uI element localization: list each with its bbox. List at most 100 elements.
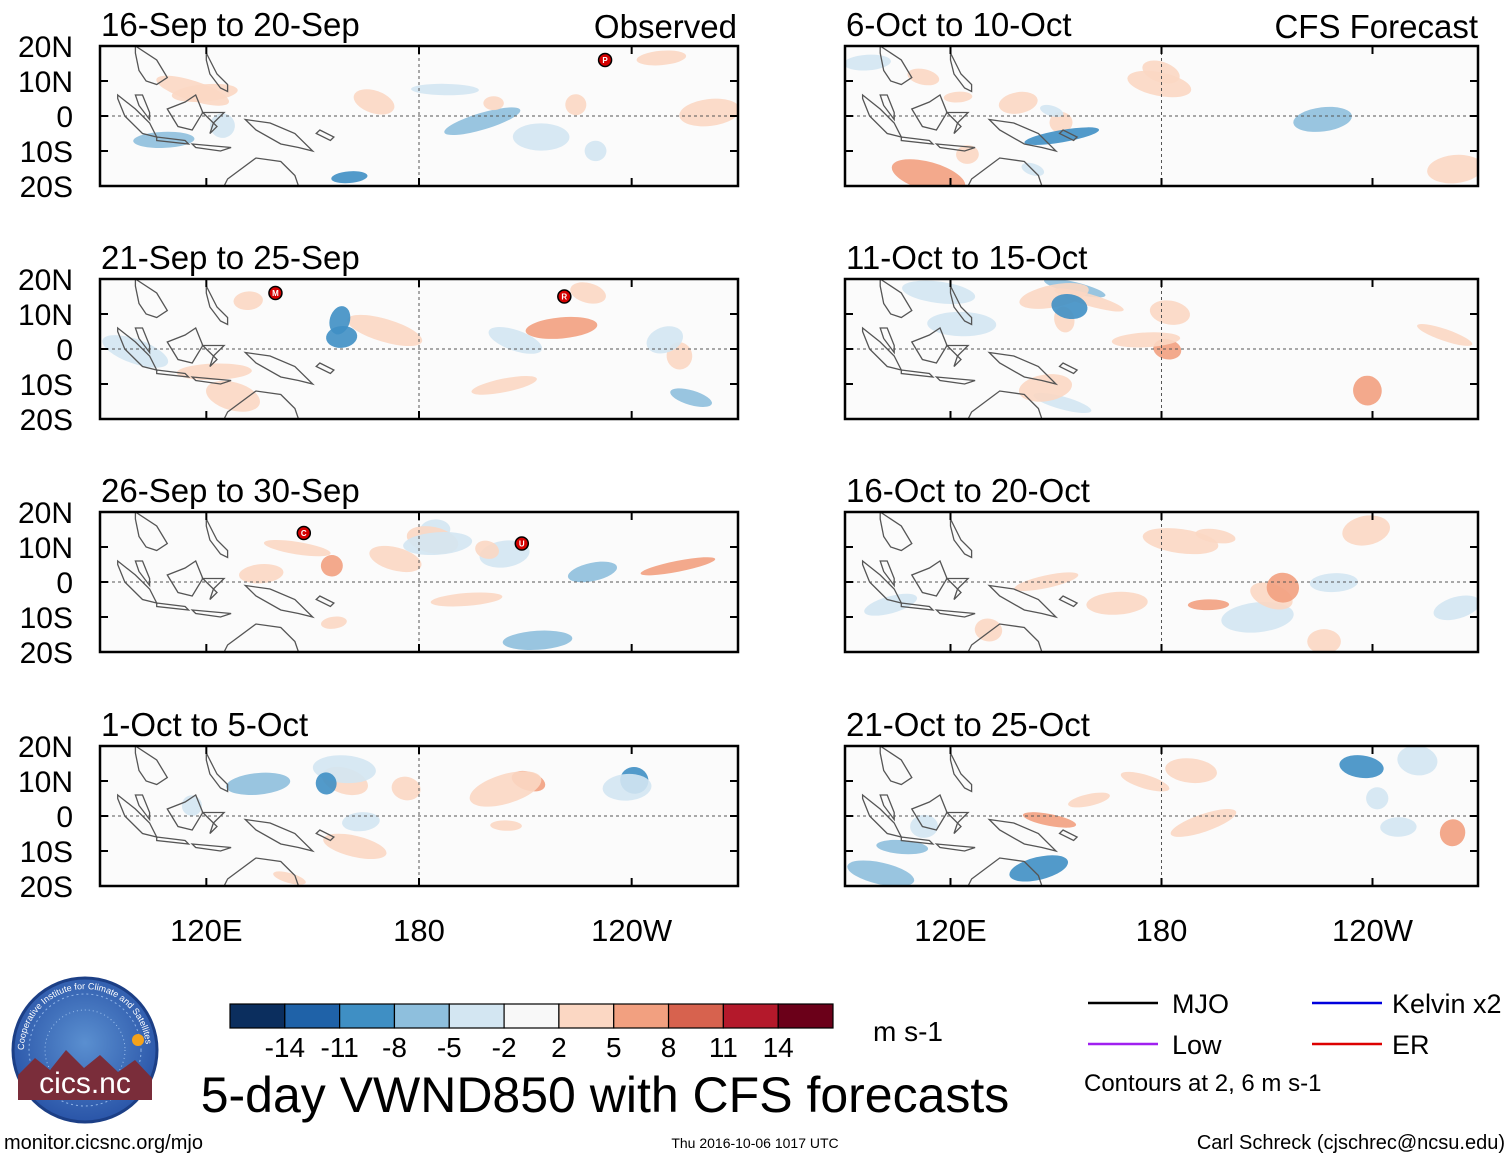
logo-text: cics.nc — [39, 1067, 131, 1100]
positive-anomaly — [570, 282, 606, 304]
negative-anomaly — [342, 812, 380, 832]
positive-anomaly — [273, 871, 306, 885]
storm-label: U — [519, 540, 525, 549]
colorbar-box — [613, 1003, 670, 1029]
coastline — [861, 793, 903, 838]
negative-anomaly — [502, 630, 573, 651]
panel-title: 21-Sep to 25-Sep — [101, 239, 360, 276]
colorbar-box — [777, 1003, 834, 1029]
coastline — [934, 843, 976, 852]
positive-anomaly — [640, 557, 716, 576]
coastline — [190, 143, 232, 152]
positive-anomaly — [391, 776, 421, 801]
negative-anomaly — [1366, 787, 1389, 810]
coastline — [934, 376, 976, 385]
logo-sun — [132, 1034, 144, 1046]
positive-anomaly — [320, 555, 343, 577]
x-tick-label: 120W — [1332, 913, 1414, 948]
coastline — [117, 559, 158, 604]
positive-anomaly — [353, 89, 395, 115]
negative-anomaly — [226, 772, 291, 796]
observed-header: Observed — [594, 8, 737, 45]
colorbar-label: 5 — [606, 1032, 622, 1063]
coastline — [900, 602, 935, 611]
positive-anomaly — [1439, 819, 1466, 847]
coastline — [190, 376, 232, 385]
negative-anomaly — [567, 561, 618, 583]
negative-anomaly — [1051, 293, 1088, 320]
positive-anomaly — [1307, 629, 1341, 652]
colorbar-box — [558, 1003, 615, 1029]
positive-anomaly — [956, 145, 979, 164]
positive-anomaly — [1022, 812, 1077, 828]
footer-timestamp: Thu 2016-10-06 1017 UTC — [671, 1135, 838, 1151]
panel-title: 6-Oct to 10-Oct — [846, 6, 1072, 43]
colorbar-label: -8 — [382, 1032, 407, 1063]
y-tick-label: 20N — [18, 31, 73, 64]
coastline — [967, 390, 1043, 419]
positive-anomaly — [525, 316, 598, 339]
storm-marker: C — [296, 525, 312, 541]
negative-anomaly — [584, 140, 607, 162]
storm-label: C — [301, 529, 307, 538]
positive-anomaly — [1427, 154, 1478, 184]
coastline — [223, 157, 300, 186]
panel-field — [845, 512, 1478, 652]
positive-anomaly — [483, 96, 504, 111]
positive-anomaly — [490, 820, 522, 831]
positive-anomaly — [1417, 324, 1473, 346]
logo-ring — [28, 993, 142, 1107]
coastline — [117, 326, 158, 371]
positive-anomaly — [156, 75, 229, 106]
panel-title: 16-Oct to 20-Oct — [846, 472, 1090, 509]
storm-marker: P — [597, 52, 613, 68]
negative-anomaly — [1339, 755, 1384, 779]
y-tick-label: 10N — [18, 299, 73, 332]
coastline — [900, 836, 935, 845]
panel-title: 11-Oct to 15-Oct — [846, 239, 1087, 276]
coastline — [190, 843, 232, 852]
storm-label: M — [272, 289, 279, 298]
y-tick-label: 0 — [56, 567, 73, 600]
coastline — [861, 326, 903, 371]
coastline — [967, 857, 1043, 886]
y-tick-label: 20N — [18, 731, 73, 764]
legend-kelvin-label: Kelvin x2 — [1392, 989, 1502, 1019]
colorbar-label: 2 — [551, 1032, 567, 1063]
coastline — [205, 285, 229, 326]
storm-label: R — [561, 293, 567, 302]
colorbar-box — [339, 1003, 396, 1029]
y-tick-label: 10S — [20, 369, 73, 402]
positive-anomaly — [1353, 375, 1382, 406]
positive-anomaly — [430, 592, 503, 607]
positive-anomaly — [636, 50, 687, 66]
coastline — [879, 794, 895, 822]
coastline — [949, 752, 973, 793]
negative-anomaly — [411, 83, 479, 96]
colorbar-label: -11 — [320, 1032, 358, 1063]
legend-low-label: Low — [1172, 1030, 1222, 1060]
coastline — [879, 327, 895, 355]
panel-title: 16-Sep to 20-Sep — [101, 6, 360, 43]
x-tick-label: 120E — [914, 913, 986, 948]
panel-field: CU — [100, 512, 738, 652]
positive-anomaly — [1266, 572, 1299, 603]
colorbar-box — [503, 1003, 560, 1029]
positive-anomaly — [323, 833, 387, 860]
coastline — [1058, 829, 1079, 842]
coastline — [967, 623, 1043, 652]
colorbar-label: -14 — [265, 1032, 305, 1063]
storm-marker: U — [514, 536, 530, 551]
coastline — [879, 512, 913, 552]
colorbar-box — [667, 1003, 724, 1029]
panel-field — [845, 46, 1478, 186]
panel-6: 11-Oct to 15-Oct — [843, 239, 1480, 421]
panel-8: 21-Oct to 25-Oct 120E 180 120W — [843, 706, 1480, 948]
coastline — [861, 559, 903, 604]
negative-anomaly — [927, 311, 997, 337]
coastline — [945, 344, 970, 367]
positive-anomaly — [369, 545, 422, 573]
negative-anomaly — [1293, 106, 1352, 132]
